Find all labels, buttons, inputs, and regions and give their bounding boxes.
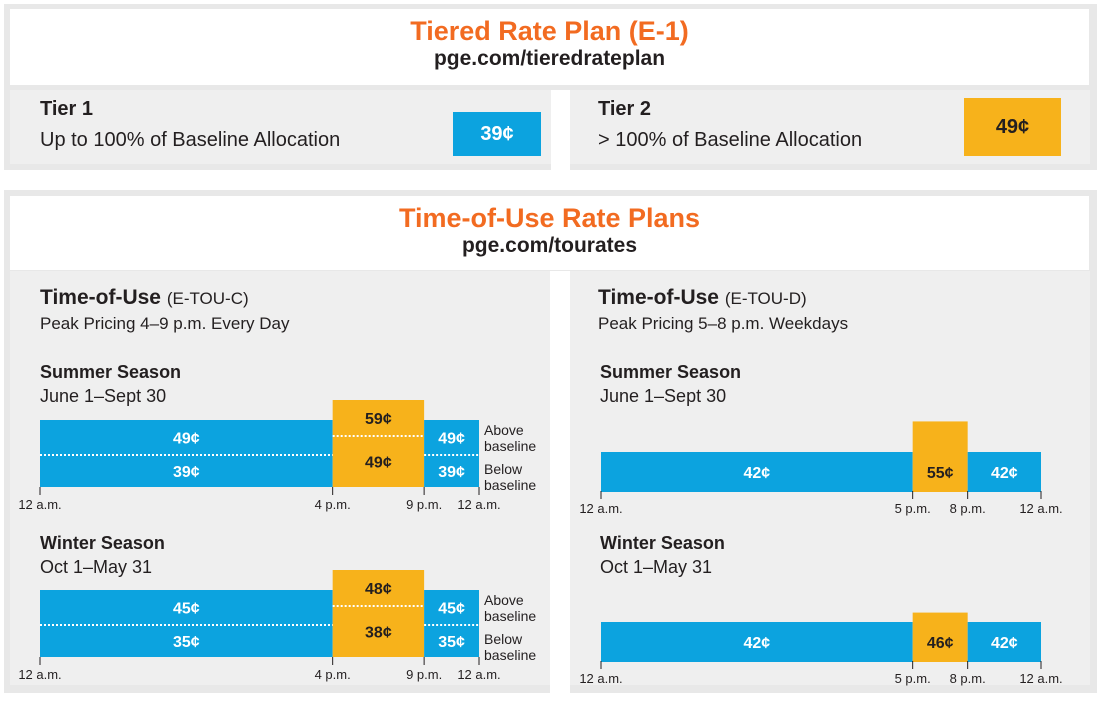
toud-peak: Peak Pricing 5–8 p.m. Weekdays — [598, 314, 849, 333]
tier2-name: Tier 2 — [598, 98, 651, 120]
toud-summer-tick-label: 5 p.m. — [895, 501, 931, 516]
touc-name: Time-of-Use — [40, 286, 161, 309]
tou-divider — [550, 271, 570, 693]
tier2-price: 49¢ — [964, 98, 1061, 156]
touc-winter-tick-label: 4 p.m. — [315, 667, 351, 682]
touc-winter-label: Winter Season — [40, 533, 165, 553]
touc-summer-below-value: 49¢ — [365, 455, 392, 472]
touc-plan-name: Time-of-Use (E-TOU-C) — [40, 286, 249, 310]
touc-summer-chart: 49¢39¢59¢49¢49¢39¢AbovebaselineBelowbase… — [18, 400, 536, 512]
toud-summer-tick-label: 12 a.m. — [1019, 501, 1062, 516]
tiered-header: Tiered Rate Plan (E-1) pge.com/tieredrat… — [10, 9, 1089, 85]
touc-winter-below-label-1: Below — [484, 631, 523, 647]
touc-winter-below-value: 38¢ — [365, 625, 392, 642]
toud-summer-label: Summer Season — [600, 362, 742, 382]
touc-summer-segment-1 — [332, 400, 425, 487]
touc-summer-label: Summer Season — [40, 362, 182, 382]
touc-winter-segment-1 — [332, 570, 425, 657]
toud-summer-segment-0 — [601, 452, 913, 492]
tou-url: pge.com/tourates — [461, 234, 638, 257]
touc-winter-dates: Oct 1–May 31 — [40, 557, 153, 577]
touc-winter-chart: 45¢35¢48¢38¢45¢35¢AbovebaselineBelowbase… — [18, 570, 536, 682]
touc-summer-above-label-1: Above — [484, 422, 524, 438]
toud-plan-name: Time-of-Use (E-TOU-D) — [598, 286, 807, 310]
tou-header: Time-of-Use Rate Plans pge.com/tourates — [10, 196, 1089, 270]
toud-summer-tick-label: 12 a.m. — [579, 501, 622, 516]
touc-code: (E-TOU-C) — [166, 289, 249, 308]
touc-winter-tick-label: 12 a.m. — [18, 667, 61, 682]
touc-summer-above-value: 49¢ — [438, 431, 465, 448]
touc-summer-tick-label: 12 a.m. — [457, 497, 500, 512]
touc-winter-above-value: 45¢ — [438, 601, 465, 618]
tiered-url: pge.com/tieredrateplan — [433, 47, 666, 70]
touc-summer-segment-2 — [424, 420, 479, 487]
touc-winter-below-value: 35¢ — [438, 634, 465, 651]
tier-divider — [551, 90, 570, 170]
toud-winter-chart: 42¢ 46¢ 42¢ 12 a.m. 5 p.m. 8 p.m. 12 a.m. — [579, 612, 1063, 686]
touc-winter-above-value: 48¢ — [365, 581, 392, 598]
toud-winter-tick-label: 12 a.m. — [579, 671, 622, 686]
toud-name: Time-of-Use — [598, 286, 719, 309]
tier1-desc: Up to 100% of Baseline Allocation — [40, 129, 341, 151]
touc-summer-below-label-1: Below — [484, 461, 523, 477]
touc-summer-segment-0 — [40, 420, 333, 487]
toud-summer-value: 42¢ — [743, 465, 770, 482]
touc-winter-above-label-1: Above — [484, 592, 524, 608]
toud-winter-dates: Oct 1–May 31 — [600, 557, 713, 577]
tier2-desc: > 100% of Baseline Allocation — [598, 129, 863, 151]
toud-summer-value: 42¢ — [991, 465, 1018, 482]
touc-summer-dates: June 1–Sept 30 — [40, 386, 167, 406]
touc-summer-below-label-2: baseline — [484, 477, 536, 493]
toud-winter-tick-label: 12 a.m. — [1019, 671, 1062, 686]
toud-winter-label: Winter Season — [600, 533, 725, 553]
toud-summer-chart: 42¢ 55¢ 42¢ 12 a.m. 5 p.m. 8 p.m. 12 a.m. — [579, 421, 1063, 516]
tier1-name: Tier 1 — [40, 98, 93, 120]
touc-winter-segment-2 — [424, 590, 479, 657]
toud-winter-tick-label: 5 p.m. — [895, 671, 931, 686]
toud-summer-tick-label: 8 p.m. — [950, 501, 986, 516]
toud-winter-segment-1 — [912, 612, 968, 662]
touc-summer-above-value: 49¢ — [173, 431, 200, 448]
toud-summer-dates: June 1–Sept 30 — [600, 386, 727, 406]
touc-summer-above-value: 59¢ — [365, 411, 392, 428]
toud-winter-value: 42¢ — [991, 635, 1018, 652]
toud-winter-value: 46¢ — [927, 635, 954, 652]
touc-summer-above-label-2: baseline — [484, 438, 536, 454]
touc-winter-above-label-2: baseline — [484, 608, 536, 624]
touc-summer-below-value: 39¢ — [173, 464, 200, 481]
tou-title: Time-of-Use Rate Plans — [398, 203, 701, 233]
touc-summer-below-value: 39¢ — [438, 464, 465, 481]
toud-code: (E-TOU-D) — [724, 289, 807, 308]
touc-winter-below-value: 35¢ — [173, 634, 200, 651]
toud-summer-segment-2 — [967, 452, 1041, 492]
touc-winter-above-value: 45¢ — [173, 601, 200, 618]
toud-winter-value: 42¢ — [743, 635, 770, 652]
tier1-price: 39¢ — [453, 112, 541, 156]
toud-winter-segment-0 — [601, 622, 913, 662]
touc-winter-tick-label: 9 p.m. — [406, 667, 442, 682]
toud-winter-segment-2 — [967, 622, 1041, 662]
toud-summer-value: 55¢ — [927, 465, 954, 482]
touc-summer-tick-label: 12 a.m. — [18, 497, 61, 512]
touc-winter-below-label-2: baseline — [484, 647, 536, 663]
toud-summer-segment-1 — [912, 421, 968, 492]
touc-winter-segment-0 — [40, 590, 333, 657]
tiered-title: Tiered Rate Plan (E-1) — [410, 16, 689, 46]
touc-summer-tick-label: 4 p.m. — [315, 497, 351, 512]
touc-winter-tick-label: 12 a.m. — [457, 667, 500, 682]
touc-peak: Peak Pricing 4–9 p.m. Every Day — [40, 314, 290, 333]
touc-summer-tick-label: 9 p.m. — [406, 497, 442, 512]
toud-winter-tick-label: 8 p.m. — [950, 671, 986, 686]
